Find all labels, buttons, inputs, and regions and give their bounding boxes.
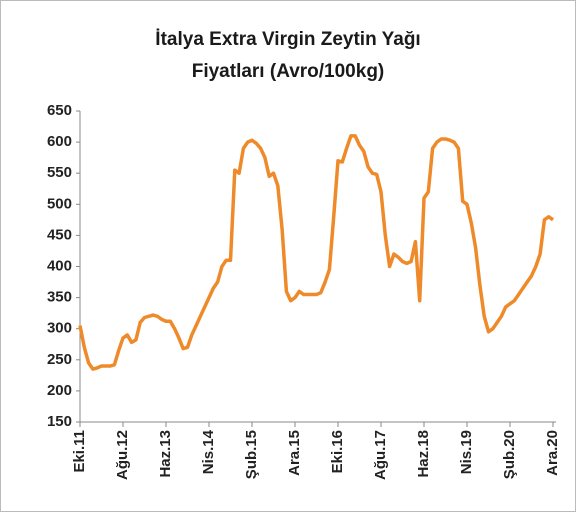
chart-title: Fiyatları (Avro/100kg) xyxy=(192,61,385,82)
x-tick-label: Eki.11 xyxy=(71,430,88,473)
x-tick-label: Nis.14 xyxy=(200,429,217,474)
y-tick-label: 300 xyxy=(47,320,72,337)
y-tick-label: 400 xyxy=(47,257,72,274)
x-tick-label: Haz.18 xyxy=(415,430,432,478)
x-tick-label: Eki.16 xyxy=(329,430,346,473)
x-tick-label: Nis.19 xyxy=(458,430,475,474)
y-tick-label: 650 xyxy=(47,102,72,119)
x-tick-label: Şub.20 xyxy=(501,430,518,479)
x-tick-label: Ara.20 xyxy=(544,430,561,476)
chart-title: İtalya Extra Virgin Zeytin Yağı xyxy=(155,29,420,50)
x-tick-label: Ağu.17 xyxy=(372,430,389,480)
y-tick-label: 450 xyxy=(47,226,72,243)
y-tick-label: 550 xyxy=(47,164,72,181)
x-tick-label: Ara.15 xyxy=(286,430,303,476)
y-tick-label: 350 xyxy=(47,289,72,306)
y-tick-label: 250 xyxy=(47,351,72,368)
y-tick-label: 150 xyxy=(47,413,72,430)
y-tick-label: 600 xyxy=(47,133,72,150)
y-tick-label: 500 xyxy=(47,195,72,212)
x-tick-label: Haz.13 xyxy=(157,430,174,478)
line xyxy=(78,134,555,371)
x-tick-label: Ağu.12 xyxy=(114,430,131,480)
x-tick-label: Şub.15 xyxy=(243,430,260,479)
y-tick-label: 200 xyxy=(47,382,72,399)
